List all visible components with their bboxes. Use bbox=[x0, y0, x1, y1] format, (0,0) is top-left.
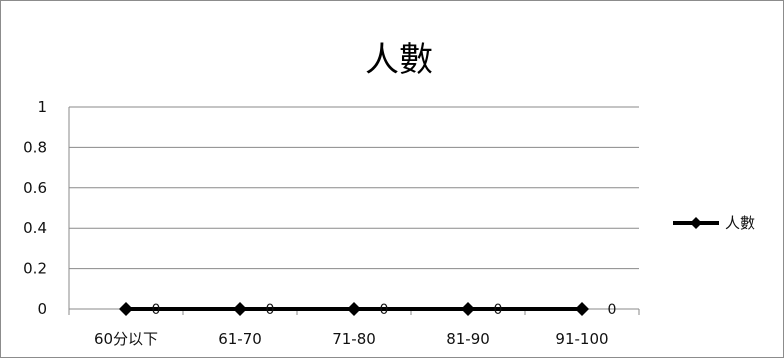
y-tick-label: 0.4 bbox=[23, 219, 47, 237]
series-layer bbox=[119, 302, 589, 316]
data-point-marker bbox=[233, 302, 247, 316]
legend: 人數 bbox=[673, 214, 755, 232]
data-label: 0 bbox=[152, 302, 161, 318]
legend-label: 人數 bbox=[725, 214, 755, 232]
x-tick-label: 81-90 bbox=[446, 330, 490, 348]
data-point-marker bbox=[347, 302, 361, 316]
chart-title: 人數 bbox=[365, 40, 433, 80]
data-label: 0 bbox=[380, 302, 389, 318]
data-point-marker bbox=[575, 302, 589, 316]
y-axis-ticks: 0 0.2 0.4 0.6 0.8 1 bbox=[23, 98, 47, 318]
legend-diamond-icon bbox=[690, 217, 702, 229]
data-labels: 0 0 0 0 0 bbox=[152, 302, 617, 318]
data-point-marker bbox=[461, 302, 475, 316]
y-tick-label: 0 bbox=[37, 300, 47, 318]
y-tick-label: 0.8 bbox=[23, 138, 47, 156]
y-tick-label: 0.2 bbox=[23, 260, 47, 278]
x-tick-label: 60分以下 bbox=[94, 330, 158, 348]
data-label: 0 bbox=[266, 302, 275, 318]
x-tick-label: 91-100 bbox=[555, 330, 608, 348]
x-tick-label: 61-70 bbox=[218, 330, 262, 348]
x-tick-label: 71-80 bbox=[332, 330, 376, 348]
data-label: 0 bbox=[608, 302, 617, 318]
data-point-marker bbox=[119, 302, 133, 316]
data-label: 0 bbox=[494, 302, 503, 318]
x-axis-ticks: 60分以下 61-70 71-80 81-90 91-100 bbox=[68, 309, 640, 348]
gridlines bbox=[68, 106, 639, 310]
y-tick-label: 1 bbox=[37, 98, 47, 116]
y-tick-label: 0.6 bbox=[23, 179, 47, 197]
